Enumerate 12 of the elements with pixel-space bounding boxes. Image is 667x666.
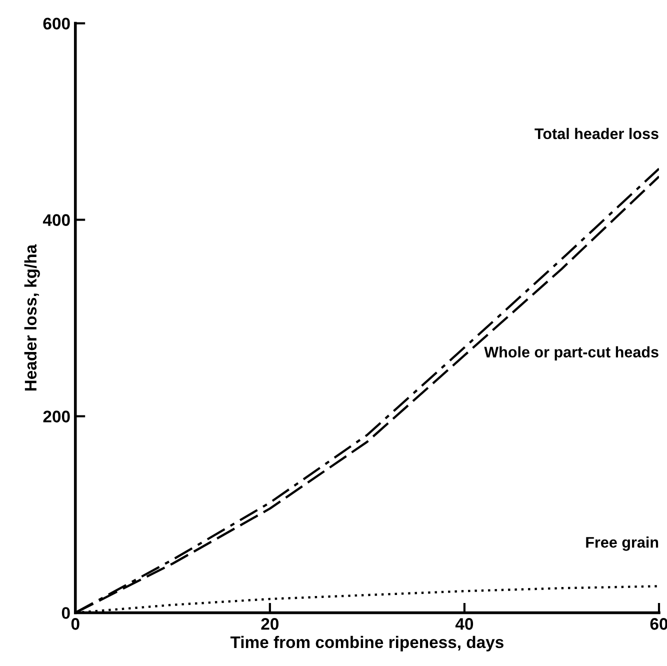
y-tick-label: 600: [43, 18, 70, 30]
y-tick-label: 200: [43, 410, 70, 422]
y-axis-title: Header loss, kg/ha: [24, 244, 40, 391]
y-tick-label: 400: [42, 214, 70, 226]
x-tick-label: 20: [261, 618, 278, 630]
y-tick-label: 0: [62, 607, 70, 619]
series-label: Whole or part-cut heads: [484, 346, 658, 360]
x-tick-label: 40: [455, 618, 474, 630]
x-axis-title: Time from combine ripeness, days: [230, 636, 504, 652]
x-tick-label: 0: [71, 618, 80, 630]
series-label: Total header loss: [534, 128, 658, 140]
text: Free grain: [586, 536, 658, 551]
